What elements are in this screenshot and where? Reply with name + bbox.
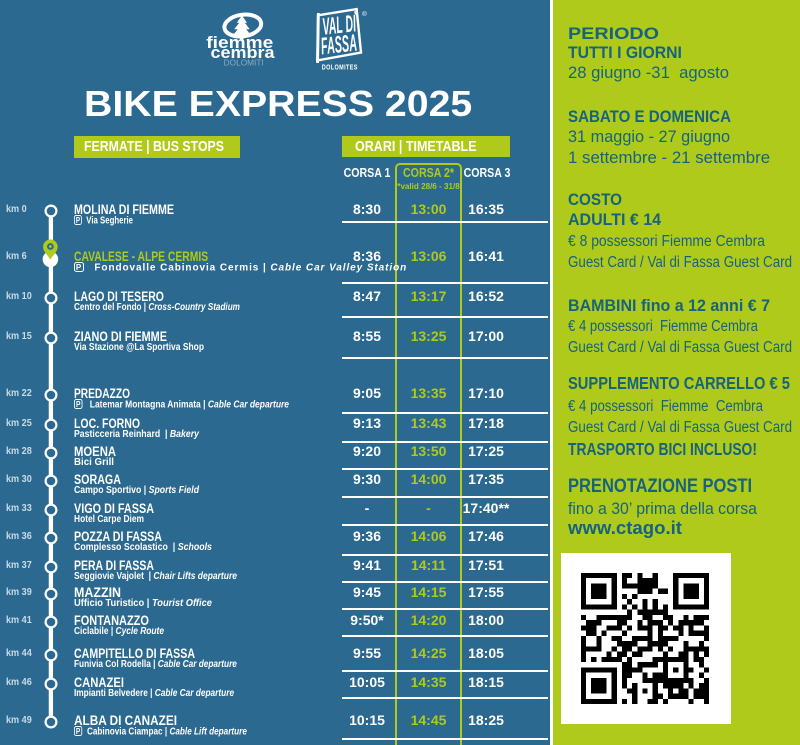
svg-text:DOLOMITES: DOLOMITES — [322, 62, 358, 71]
svg-text:fiemme: fiemme — [206, 33, 273, 52]
svg-text:FASSA: FASSA — [320, 30, 359, 61]
svg-text:®: ® — [362, 10, 367, 18]
svg-text:cembra: cembra — [211, 43, 276, 62]
svg-text:DOLOMITI: DOLOMITI — [224, 58, 264, 67]
svg-text:VAL DI: VAL DI — [321, 10, 358, 40]
